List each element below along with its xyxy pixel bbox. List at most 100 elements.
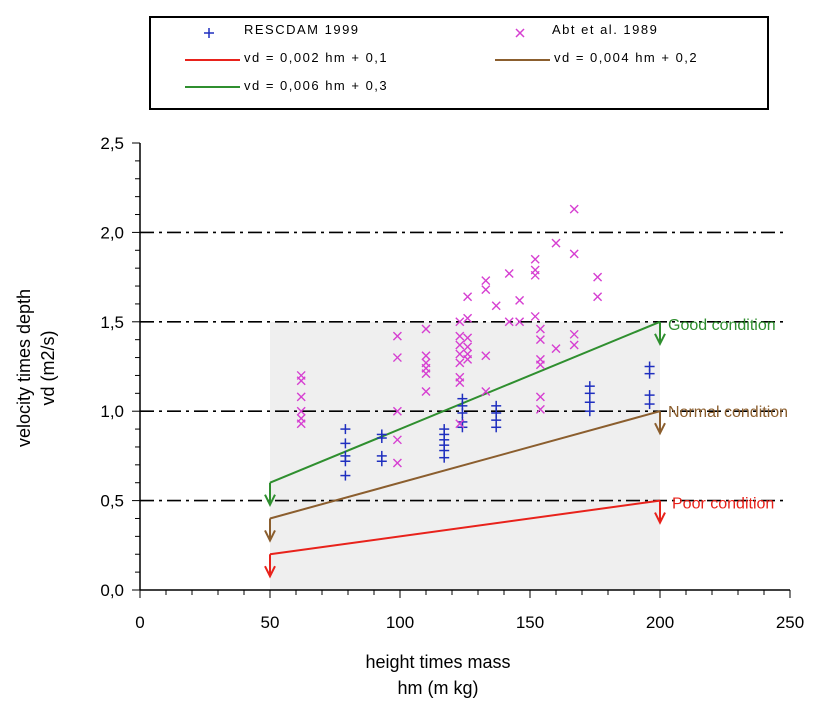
x-tick-label: 100	[386, 613, 414, 632]
y-tick-label: 1,5	[100, 313, 124, 332]
abt-point	[421, 387, 431, 397]
x-b	[463, 292, 473, 302]
x-b	[481, 276, 491, 286]
x-b	[530, 311, 540, 321]
x-b	[421, 387, 431, 397]
rescdam-point	[584, 388, 595, 399]
rescdam-point	[376, 433, 387, 444]
abt-point	[455, 358, 465, 368]
abt-point	[569, 329, 579, 339]
x-b	[296, 392, 306, 402]
y-tick-label: 1,0	[100, 402, 124, 421]
x-b	[463, 313, 473, 323]
condition-line-segment	[269, 320, 661, 484]
right-arrow-head	[654, 333, 666, 347]
x-b	[530, 254, 540, 264]
x-b	[455, 419, 465, 429]
x-b	[481, 351, 491, 361]
x-tick-label: 0	[135, 613, 144, 632]
x-tick-label: 150	[516, 613, 544, 632]
legend-box	[149, 16, 769, 110]
y-tick-label: 0,0	[100, 581, 124, 600]
y-tick-label: 2,0	[100, 223, 124, 242]
left-arrow-head	[264, 530, 276, 543]
rescdam-point	[340, 456, 351, 467]
abt-point	[455, 349, 465, 359]
rescdam-point	[491, 422, 502, 433]
rescdam-point	[584, 406, 595, 417]
x-b	[481, 387, 491, 397]
rescdam-point	[439, 452, 450, 463]
abt-point	[463, 292, 473, 302]
abt-point	[481, 351, 491, 361]
x-b	[593, 292, 603, 302]
condition-line-poor	[264, 499, 666, 579]
y-tick-label: 0,5	[100, 492, 124, 511]
abt-point	[535, 404, 545, 414]
abt-point	[504, 317, 514, 327]
x-b	[504, 317, 514, 327]
abt-point	[535, 335, 545, 345]
x-b	[535, 335, 545, 345]
abt-point	[455, 340, 465, 350]
abt-point	[481, 276, 491, 286]
x-b	[535, 392, 545, 402]
abt-point	[392, 353, 402, 363]
abt-point	[463, 333, 473, 343]
x-b	[455, 331, 465, 341]
y-axis-title: velocity times depth vd (m2/s)	[14, 289, 58, 447]
x-b	[551, 238, 561, 248]
x-b	[455, 378, 465, 388]
legend-entry-brown-line: vd = 0,004 hm + 0,2	[495, 50, 698, 65]
abt-point	[455, 331, 465, 341]
x-b	[455, 317, 465, 327]
rescdam-point	[340, 470, 351, 481]
abt-point	[515, 295, 525, 305]
abt-point	[455, 378, 465, 388]
rescdam-point	[376, 456, 387, 467]
abt-point	[569, 249, 579, 259]
x-b	[463, 333, 473, 343]
annotation-good-condition: Good condition	[668, 317, 776, 334]
rescdam-point	[644, 368, 655, 379]
left-arrow-head	[264, 494, 276, 507]
abt-point	[463, 342, 473, 352]
legend-rescdam-label: RESCDAM 1999	[244, 22, 360, 37]
x-b	[392, 458, 402, 468]
abt-point	[491, 301, 501, 311]
x-b	[481, 285, 491, 295]
condition-line-normal	[264, 410, 666, 543]
x-b	[392, 331, 402, 341]
abt-point	[296, 376, 306, 386]
legend-entry-red-line: vd = 0,002 hm + 0,1	[185, 50, 387, 65]
abt-point	[455, 317, 465, 327]
legend-entry-green-line: vd = 0,006 hm + 0,3	[185, 78, 387, 93]
x-tick-label: 200	[646, 613, 674, 632]
abt-point	[392, 331, 402, 341]
x-b	[551, 344, 561, 354]
legend-brown-label: vd = 0,004 hm + 0,2	[554, 50, 698, 65]
x-b	[463, 354, 473, 364]
abt-point	[593, 272, 603, 282]
abt-point	[392, 435, 402, 445]
abt-point	[296, 419, 306, 429]
legend-entry-abt: Abt et al. 1989	[515, 22, 657, 38]
y-axis-title-line2: vd (m2/s)	[38, 330, 58, 405]
abt-point	[551, 344, 561, 354]
x-b	[535, 404, 545, 414]
x-b	[421, 369, 431, 379]
x-b	[593, 272, 603, 282]
abt-point	[551, 238, 561, 248]
x-b	[569, 249, 579, 259]
abt-point	[530, 311, 540, 321]
abt-point	[421, 351, 431, 361]
x-b	[535, 324, 545, 334]
x-b	[392, 435, 402, 445]
condition-line-segment	[269, 499, 661, 556]
x-b	[530, 270, 540, 280]
abt-point	[296, 392, 306, 402]
legend-abt-marker	[515, 28, 525, 38]
y-axis-title-line1: velocity times depth	[14, 289, 34, 447]
x-b	[569, 204, 579, 214]
